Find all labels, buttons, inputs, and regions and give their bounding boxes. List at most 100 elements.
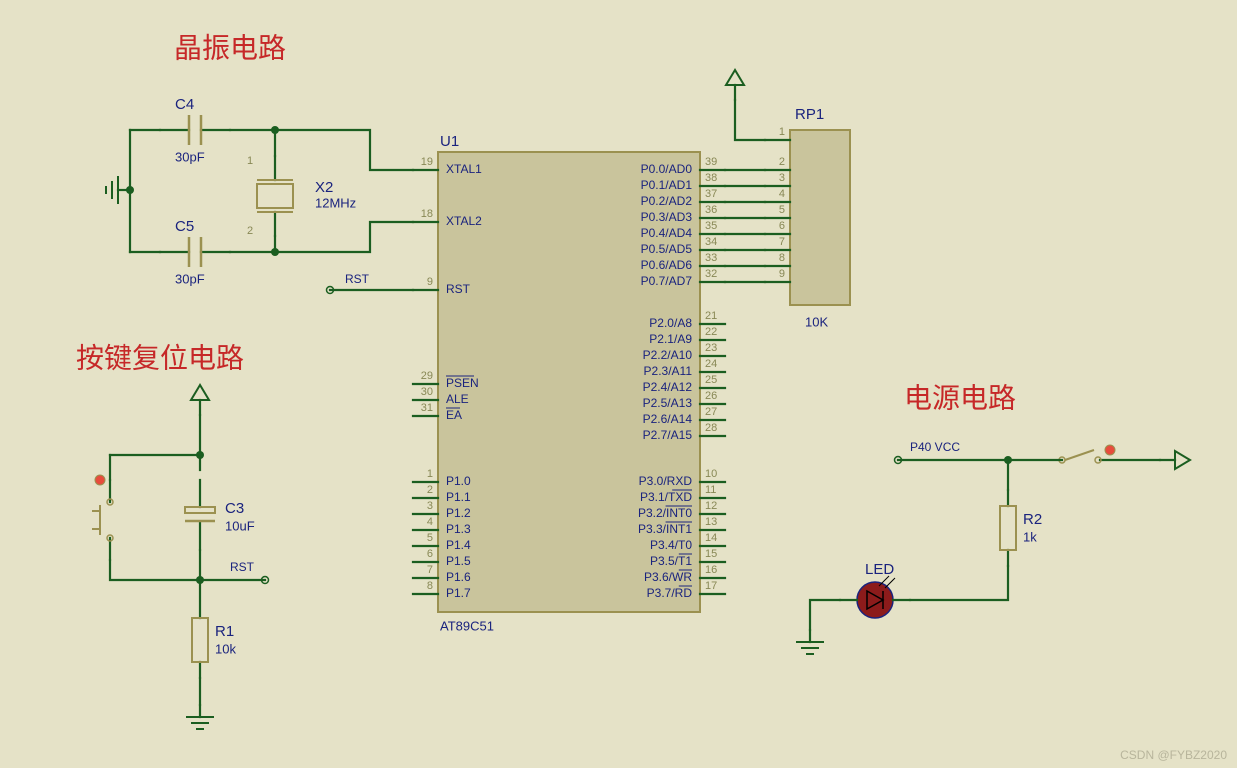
svg-text:37: 37 [705,188,717,200]
svg-text:P2.2/A10: P2.2/A10 [643,348,693,362]
svg-text:5: 5 [779,204,785,216]
svg-text:P1.2: P1.2 [446,506,471,520]
svg-text:14: 14 [705,532,717,544]
svg-text:ALE: ALE [446,392,469,406]
svg-text:39: 39 [705,156,717,168]
svg-text:晶振电路: 晶振电路 [174,32,286,63]
svg-text:P3.6/WR: P3.6/WR [644,570,692,584]
svg-text:6: 6 [427,548,433,560]
svg-text:11: 11 [705,484,716,496]
svg-text:17: 17 [705,580,717,592]
svg-text:RST: RST [345,272,370,286]
svg-text:7: 7 [427,564,433,576]
svg-text:P3.3/INT1: P3.3/INT1 [638,522,692,536]
svg-text:34: 34 [705,236,717,248]
svg-text:13: 13 [705,516,717,528]
svg-text:31: 31 [421,402,433,414]
svg-text:P0.1/AD1: P0.1/AD1 [641,178,693,192]
svg-text:2: 2 [247,225,253,237]
svg-text:33: 33 [705,252,717,264]
svg-text:15: 15 [705,548,717,560]
svg-text:P1.1: P1.1 [446,490,471,504]
svg-text:RP1: RP1 [795,106,824,123]
svg-text:30: 30 [421,386,433,398]
svg-text:EA: EA [446,408,462,422]
svg-text:10k: 10k [215,641,236,656]
svg-text:7: 7 [779,236,785,248]
svg-text:12MHz: 12MHz [315,195,356,210]
svg-text:3: 3 [779,172,785,184]
svg-text:10: 10 [705,468,717,480]
svg-text:X2: X2 [315,179,333,196]
watermark: CSDN @FYBZ2020 [1120,748,1227,762]
svg-text:P3.7/RD: P3.7/RD [647,586,693,600]
svg-text:P0.7/AD7: P0.7/AD7 [641,274,693,288]
svg-text:P2.4/A12: P2.4/A12 [643,380,693,394]
svg-text:P3.1/TXD: P3.1/TXD [640,490,692,504]
svg-text:XTAL2: XTAL2 [446,214,482,228]
svg-text:R2: R2 [1023,511,1042,528]
svg-text:9: 9 [779,268,785,280]
svg-text:R1: R1 [215,623,234,640]
svg-text:C3: C3 [225,500,244,517]
svg-text:28: 28 [705,422,717,434]
svg-text:P2.5/A13: P2.5/A13 [643,396,693,410]
svg-text:1: 1 [779,126,785,138]
svg-text:P40 VCC: P40 VCC [910,440,960,454]
svg-text:26: 26 [705,390,717,402]
svg-text:16: 16 [705,564,717,576]
svg-text:4: 4 [779,188,785,200]
svg-text:2: 2 [779,156,785,168]
svg-text:21: 21 [705,310,717,322]
svg-text:8: 8 [779,252,785,264]
svg-text:P1.0: P1.0 [446,474,471,488]
svg-text:P1.7: P1.7 [446,586,471,600]
svg-text:C4: C4 [175,96,194,113]
svg-text:36: 36 [705,204,717,216]
svg-text:2: 2 [427,484,433,496]
svg-text:P0.4/AD4: P0.4/AD4 [641,226,693,240]
svg-text:8: 8 [427,580,433,592]
svg-text:P2.6/A14: P2.6/A14 [643,412,693,426]
svg-text:P1.3: P1.3 [446,522,471,536]
svg-text:RST: RST [230,560,255,574]
svg-text:5: 5 [427,532,433,544]
svg-text:30pF: 30pF [175,149,205,164]
svg-text:25: 25 [705,374,717,386]
svg-text:30pF: 30pF [175,271,205,286]
svg-text:P2.3/A11: P2.3/A11 [644,364,693,378]
svg-text:6: 6 [779,220,785,232]
svg-text:P0.2/AD2: P0.2/AD2 [641,194,693,208]
svg-text:24: 24 [705,358,717,370]
svg-text:10K: 10K [805,314,828,329]
svg-text:18: 18 [421,208,433,220]
svg-text:P0.6/AD6: P0.6/AD6 [641,258,693,272]
svg-text:PSEN: PSEN [446,376,479,390]
svg-text:LED: LED [865,561,894,578]
svg-text:4: 4 [427,516,433,528]
svg-text:C5: C5 [175,218,194,235]
svg-text:27: 27 [705,406,717,418]
svg-text:3: 3 [427,500,433,512]
svg-text:1: 1 [247,155,253,167]
svg-text:12: 12 [705,500,717,512]
svg-text:9: 9 [427,276,433,288]
svg-text:10uF: 10uF [225,518,255,533]
svg-text:U1: U1 [440,133,459,150]
svg-text:19: 19 [421,156,433,168]
schematic-canvas: 晶振电路按键复位电路电源电路U1AT89C5119XTAL118XTAL29RS… [0,0,1237,768]
svg-text:RST: RST [446,282,471,296]
svg-text:22: 22 [705,326,717,338]
svg-text:P1.6: P1.6 [446,570,471,584]
svg-text:32: 32 [705,268,717,280]
svg-text:P3.2/INT0: P3.2/INT0 [638,506,692,520]
svg-text:P3.4/T0: P3.4/T0 [650,538,692,552]
svg-text:P0.0/AD0: P0.0/AD0 [641,162,693,176]
svg-text:35: 35 [705,220,717,232]
svg-text:电源电路: 电源电路 [904,382,1016,413]
svg-text:1k: 1k [1023,529,1037,544]
svg-text:23: 23 [705,342,717,354]
svg-text:38: 38 [705,172,717,184]
svg-text:P2.1/A9: P2.1/A9 [649,332,692,346]
svg-text:29: 29 [421,370,433,382]
